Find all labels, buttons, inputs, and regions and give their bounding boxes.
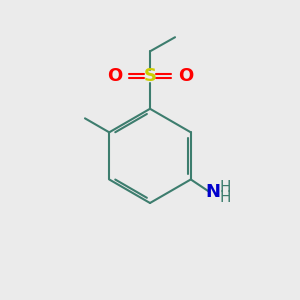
Text: H: H (219, 190, 231, 205)
Text: O: O (107, 68, 122, 85)
Text: O: O (178, 68, 193, 85)
Text: S: S (143, 68, 157, 85)
Text: H: H (219, 180, 231, 195)
Text: N: N (206, 183, 221, 201)
